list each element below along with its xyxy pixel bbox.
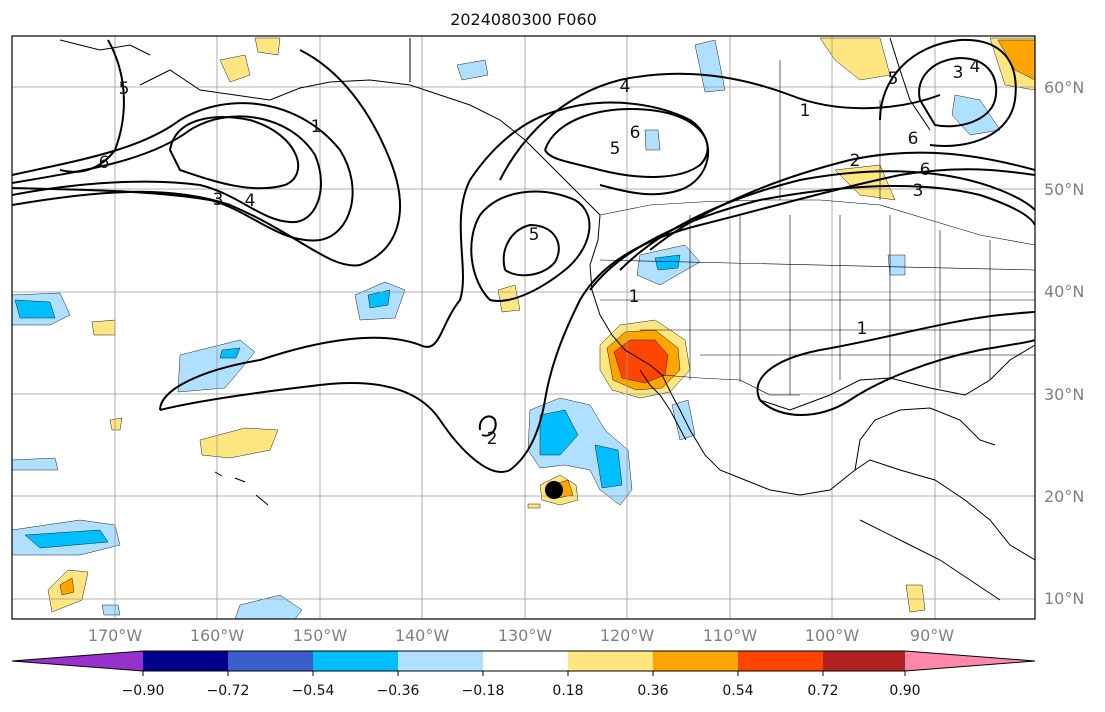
colorbar-tick-label: −0.18 [461,683,505,699]
colorbar-tick-label: −0.90 [121,683,165,699]
colorbar-bin [398,651,483,671]
contour-label: 3 [213,190,224,210]
colorbar-bin [483,651,568,671]
contour-label: 3 [913,181,924,201]
colorbar-tick-label: 0.54 [722,683,754,699]
contour-label: 3 [953,63,964,83]
colorbar-tick-label: −0.72 [206,683,250,699]
colorbar-bin [823,651,905,671]
colorbar-extend-high [905,651,1035,671]
colorbar-tick-label: 0.18 [552,683,584,699]
contour-labels: 5 6 3 4 1 5 4 5 6 2 1 1 6 3 6 4 3 5 2 1 [99,57,981,449]
contour-label: 5 [888,69,899,89]
storm-center-marker [545,481,563,499]
colorbar-tick-label: 0.72 [807,683,839,699]
contour-label: 1 [629,287,640,307]
lat-label: 10°N [1044,589,1085,608]
contour-label: 2 [487,429,498,449]
lat-label: 40°N [1044,282,1085,301]
colorbar-bin [653,651,738,671]
colorbar [11,650,1036,676]
coastlines [59,37,1035,601]
contour-label: 6 [920,160,931,180]
lon-label: 170°W [87,626,143,645]
contour-label: 1 [857,319,868,339]
contour-label: 6 [99,153,110,173]
colorbar-tick-label: 0.90 [889,683,921,699]
contour-label: 6 [630,123,641,143]
figure-title: 2024080300 F060 [450,10,597,29]
colorbar-bin [738,651,823,671]
contour-label: 5 [529,225,540,245]
map-panel [12,36,1035,619]
political-borders [599,60,1035,396]
colorbar-bin [568,651,653,671]
lon-label: 90°W [909,626,955,645]
lon-label: 160°W [189,626,245,645]
contour-label: 1 [311,117,322,137]
lat-label: 50°N [1044,180,1085,199]
contour-label: 4 [620,77,631,97]
colorbar-bin [313,651,398,671]
colorbar-bin [228,651,313,671]
colorbar-tick-label: −0.36 [376,683,420,699]
lon-label: 130°W [497,626,553,645]
colorbar-tick-label: −0.54 [291,683,335,699]
lat-label: 30°N [1044,385,1085,404]
colorbar-tick-label: 0.36 [637,683,669,699]
lat-label: 20°N [1044,487,1085,506]
lon-label: 120°W [599,626,655,645]
contour-label: 6 [908,129,919,149]
lon-label: 140°W [394,626,450,645]
contour-label: 2 [850,151,861,171]
graticule [12,36,1035,619]
lon-label: 150°W [292,626,348,645]
contour-label: 5 [610,139,621,159]
lon-label: 110°W [702,626,758,645]
contour-label: 1 [800,101,811,121]
colorbar-extend-low [12,651,143,671]
colorbar-bin [143,651,228,671]
contour-label: 5 [119,79,130,99]
contour-label: 4 [970,57,981,77]
contour-lines [12,38,1035,473]
lon-label: 100°W [804,626,860,645]
lat-label: 60°N [1044,78,1085,97]
map-frame [11,35,1036,620]
contour-label: 4 [245,191,256,211]
